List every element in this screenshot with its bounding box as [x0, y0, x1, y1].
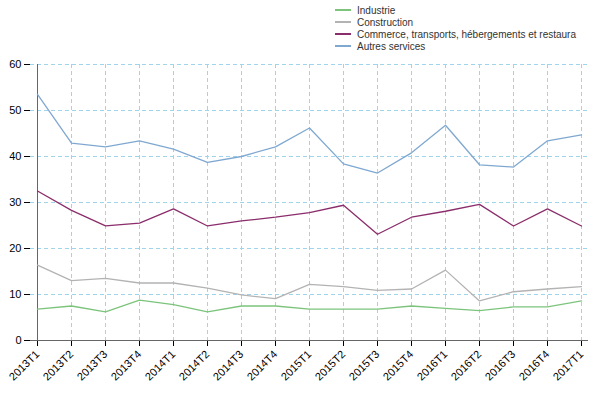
svg-text:40: 40: [9, 150, 21, 162]
svg-text:2015T2: 2015T2: [313, 348, 348, 383]
svg-text:2013T1: 2013T1: [7, 348, 42, 383]
svg-text:60: 60: [9, 58, 21, 70]
svg-text:20: 20: [9, 242, 21, 254]
svg-text:2014T1: 2014T1: [143, 348, 178, 383]
svg-text:10: 10: [9, 288, 21, 300]
svg-text:2015T4: 2015T4: [381, 348, 416, 383]
svg-text:2014T4: 2014T4: [245, 348, 280, 383]
svg-text:2015T3: 2015T3: [347, 348, 382, 383]
html-text:Autres services: Autres services: [357, 40, 426, 52]
svg-text:0: 0: [15, 334, 21, 346]
svg-text:2014T3: 2014T3: [211, 348, 246, 383]
html-text:Commerce, transports, hébergem: Commerce, transports, hébergements et re…: [357, 28, 576, 40]
svg-text:2015T1: 2015T1: [279, 348, 314, 383]
svg-text:30: 30: [9, 196, 21, 208]
svg-text:50: 50: [9, 104, 21, 116]
svg-text:2014T2: 2014T2: [177, 348, 212, 383]
html-text:Construction: Construction: [357, 16, 414, 28]
html-text:Industrie: Industrie: [357, 4, 396, 16]
svg-text:2017T1: 2017T1: [551, 348, 586, 383]
svg-text:2013T4: 2013T4: [109, 348, 144, 383]
svg-text:2016T4: 2016T4: [517, 348, 552, 383]
svg-text:2016T3: 2016T3: [483, 348, 518, 383]
svg-text:2013T2: 2013T2: [41, 348, 76, 383]
svg-text:2016T2: 2016T2: [449, 348, 484, 383]
svg-text:2016T1: 2016T1: [415, 348, 450, 383]
svg-text:2013T3: 2013T3: [75, 348, 110, 383]
